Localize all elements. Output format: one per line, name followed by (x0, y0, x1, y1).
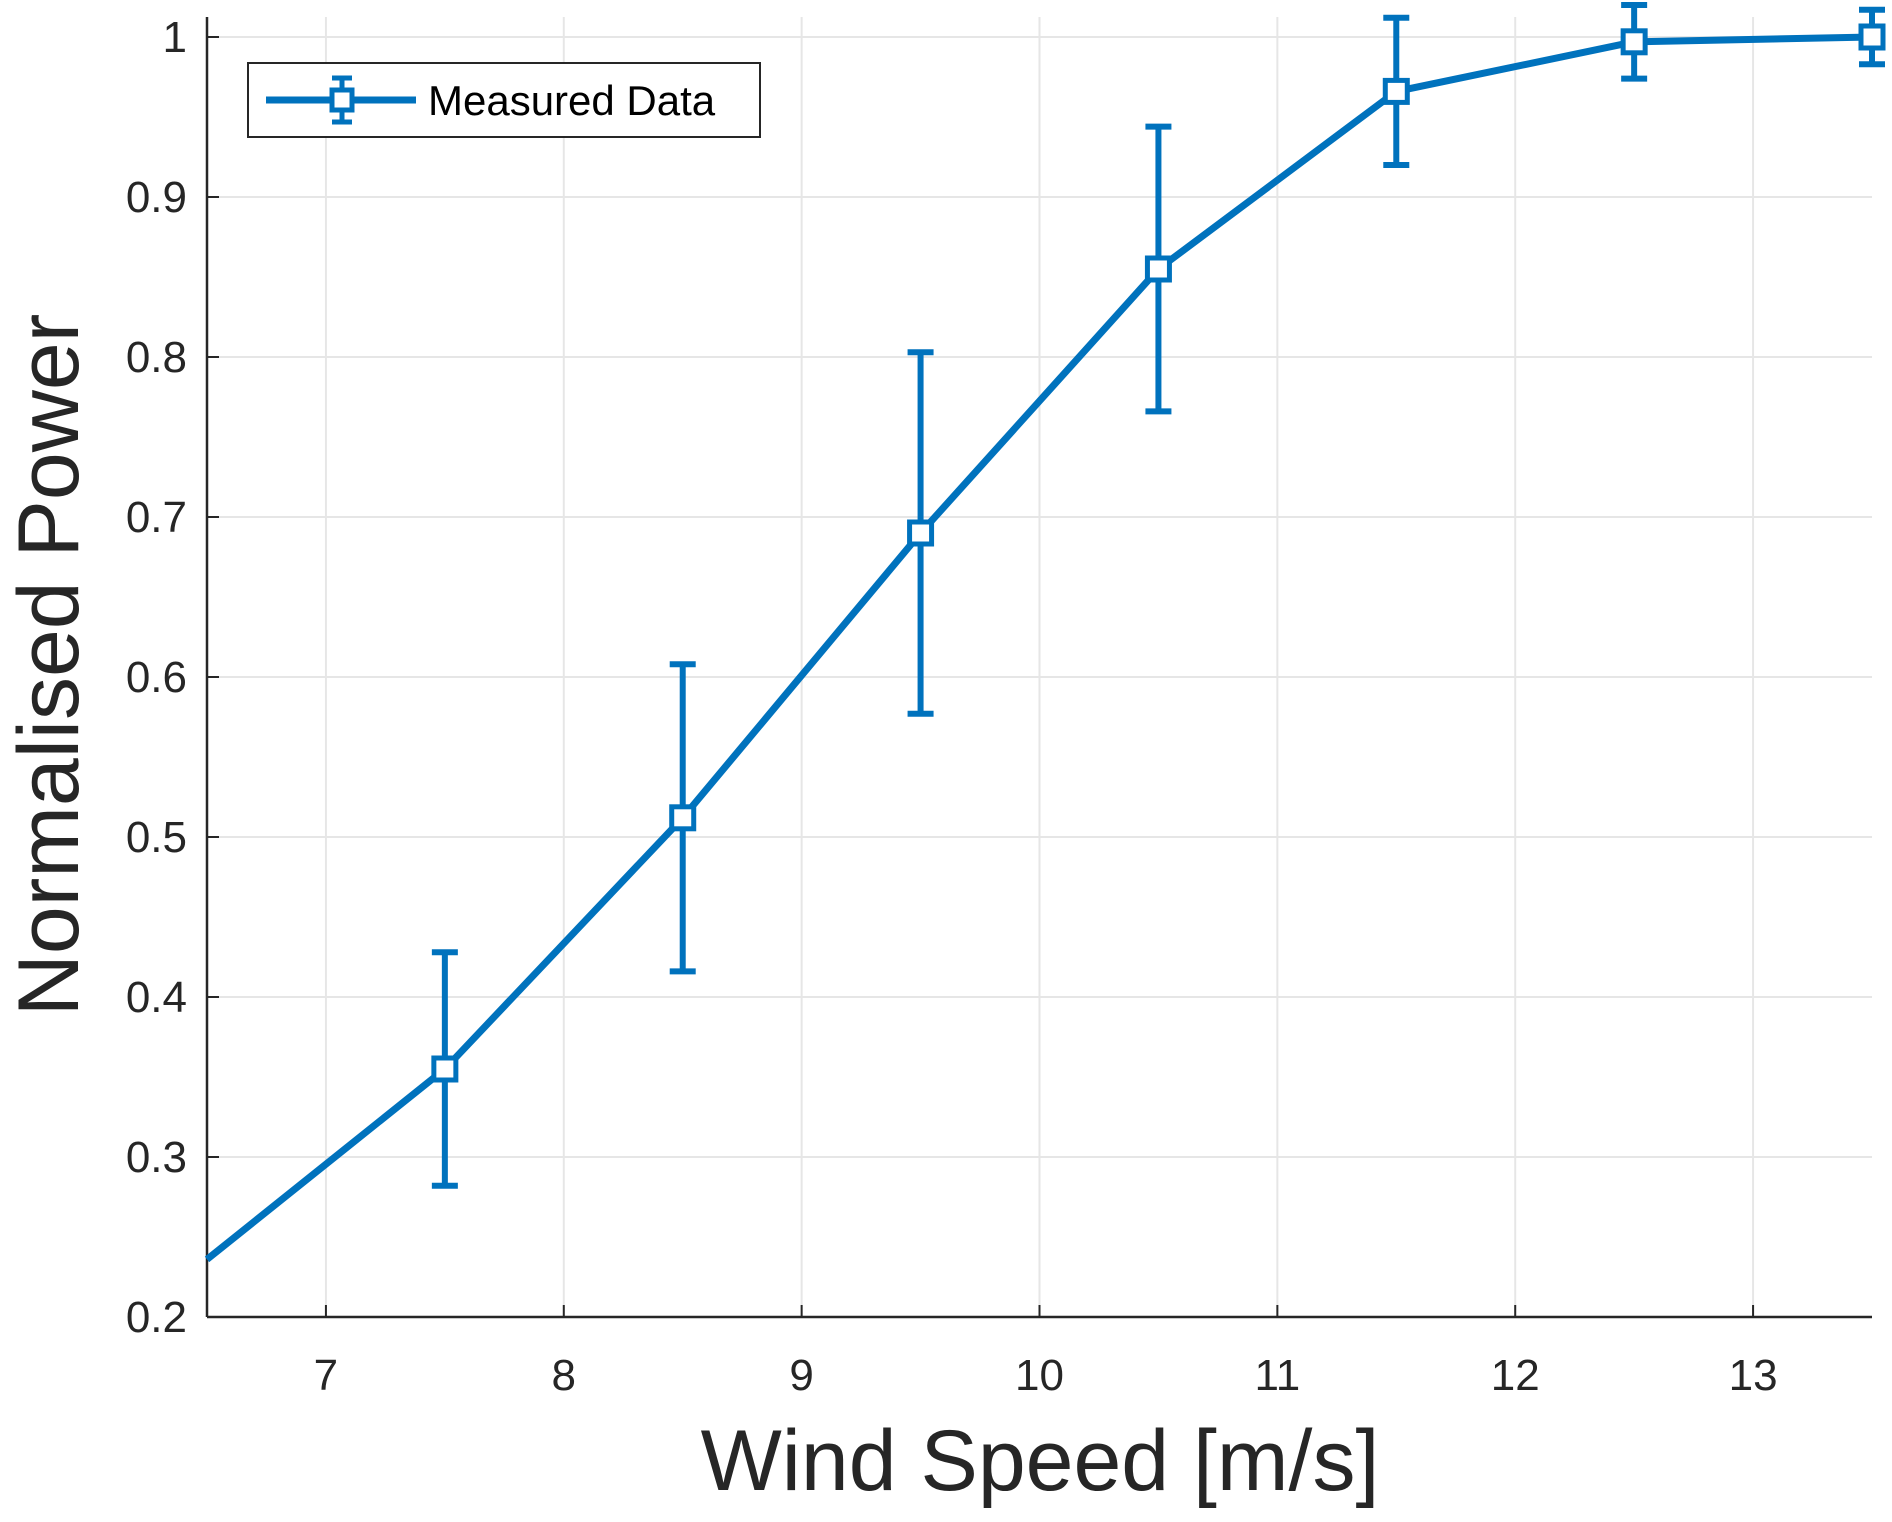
y-tick-label: 0.7 (126, 493, 187, 542)
x-tick-label: 7 (314, 1351, 338, 1400)
x-tick-label: 10 (1015, 1351, 1064, 1400)
y-tick-label: 0.9 (126, 173, 187, 222)
data-point-marker (1858, 23, 1886, 51)
legend-label: Measured Data (428, 77, 716, 124)
y-tick-label: 0.5 (126, 813, 187, 862)
y-tick-label: 0.4 (126, 973, 187, 1022)
y-axis-label: Normalised Power (1, 314, 97, 1017)
series-measured-data (204, 2, 1886, 1263)
grid-lines (207, 17, 1872, 1318)
y-tick-label: 0.2 (126, 1293, 187, 1342)
data-point-marker (907, 519, 935, 547)
series-line (204, 33, 1873, 1263)
y-tick-label: 1 (163, 13, 187, 62)
y-tick-label: 0.8 (126, 333, 187, 382)
x-tick-label: 8 (552, 1351, 576, 1400)
x-tick-label: 9 (789, 1351, 813, 1400)
x-tick-labels: 7 8 9 10 11 12 13 (314, 1351, 1778, 1400)
y-tick-label: 0.6 (126, 653, 187, 702)
axes (205, 17, 1872, 1319)
x-tick-label: 11 (1255, 1351, 1301, 1400)
data-point-marker (1144, 255, 1172, 283)
x-tick-label: 12 (1491, 1351, 1540, 1400)
legend-marker (329, 87, 355, 113)
x-tick-label: 13 (1729, 1351, 1778, 1400)
data-point-marker (669, 804, 697, 832)
x-axis-label: Wind Speed [m/s] (701, 1413, 1380, 1509)
y-tick-labels: 0.2 0.3 0.4 0.5 0.6 0.7 0.8 0.9 1 (126, 13, 187, 1342)
y-tick-label: 0.3 (126, 1133, 187, 1182)
data-point-marker (1382, 77, 1410, 105)
legend: Measured Data (247, 62, 761, 138)
data-point-marker (431, 1055, 459, 1083)
data-point-marker (1620, 28, 1648, 56)
